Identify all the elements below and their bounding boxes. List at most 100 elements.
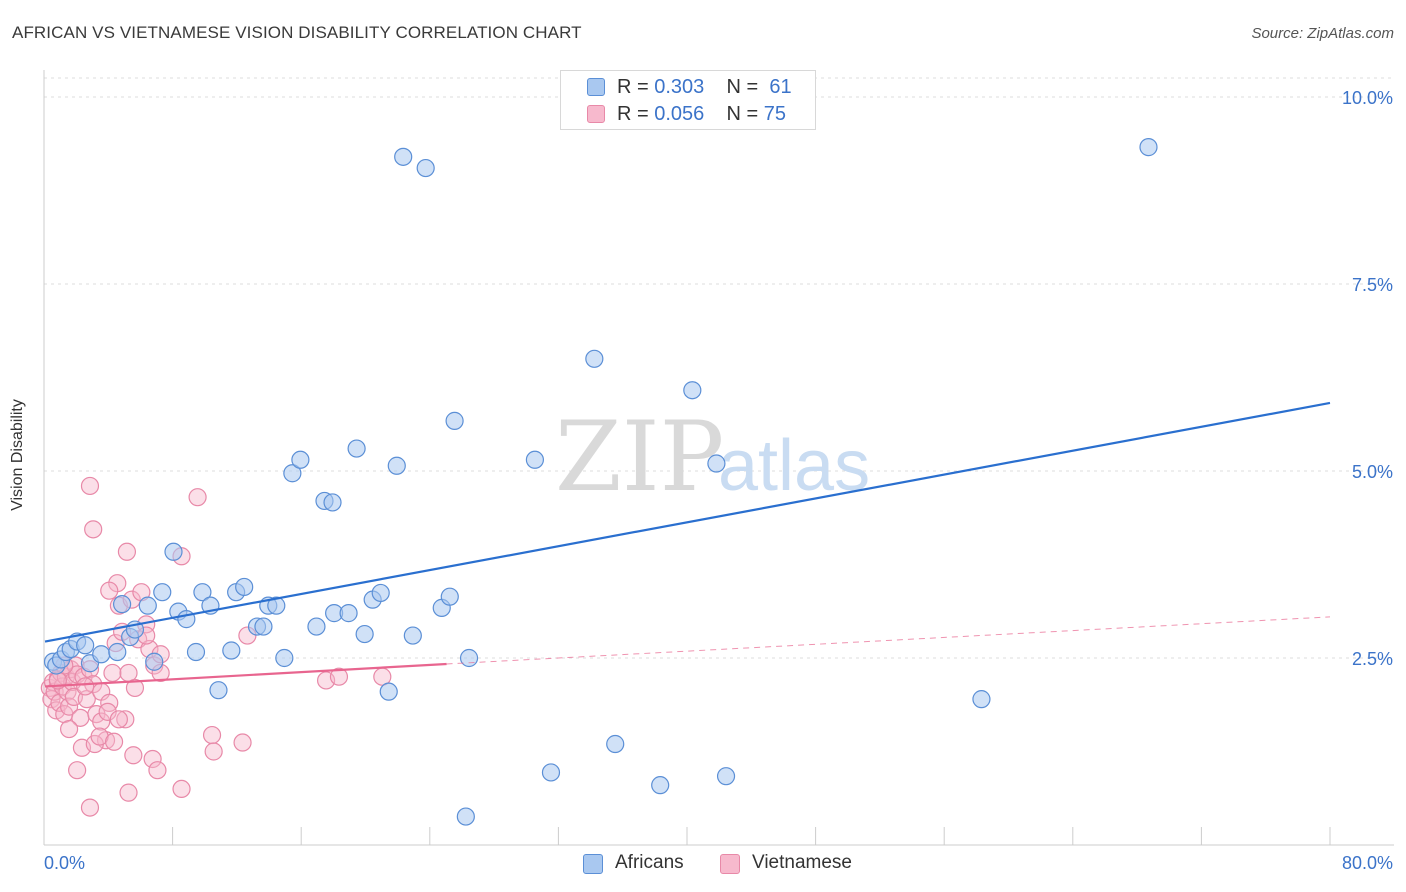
n-value: 75 bbox=[763, 102, 787, 125]
r-value: 0.056 bbox=[654, 102, 705, 125]
series-legend: Africans Vietnamese bbox=[0, 852, 1406, 878]
vietnamese-point bbox=[68, 761, 87, 780]
africans-point bbox=[235, 577, 254, 597]
watermark-atlas: atlas bbox=[718, 426, 870, 506]
africans-legend-swatch bbox=[583, 854, 603, 874]
africans-point bbox=[323, 493, 342, 512]
correlation-legend: R = 0.303 N = 61 R = 0.056 N = 75 bbox=[560, 70, 816, 130]
x-tick-label: 80.0% bbox=[1342, 853, 1393, 873]
r-value: 0.303 bbox=[654, 75, 705, 98]
africans-points bbox=[43, 138, 1158, 826]
africans-point bbox=[606, 734, 625, 754]
vietnamese-point bbox=[80, 798, 100, 817]
africans-point bbox=[108, 642, 127, 662]
africans-trend-line bbox=[44, 401, 1331, 643]
vietnamese-point bbox=[80, 476, 100, 496]
africans-point bbox=[222, 641, 241, 660]
africans-point bbox=[716, 767, 736, 786]
africans-point bbox=[355, 624, 374, 644]
africans-point bbox=[972, 690, 991, 709]
africans-point bbox=[416, 158, 435, 178]
africans-point bbox=[1139, 138, 1158, 157]
africans-point bbox=[153, 583, 172, 602]
africans-point bbox=[440, 587, 459, 606]
n-label: N = bbox=[726, 102, 764, 125]
x-tick-label: 0.0% bbox=[44, 853, 85, 873]
chart-title: AFRICAN VS VIETNAMESE VISION DISABILITY … bbox=[12, 23, 582, 42]
africans-point bbox=[347, 439, 366, 458]
africans-point bbox=[371, 583, 390, 603]
vietnamese-point bbox=[100, 693, 119, 712]
vietnamese-point bbox=[202, 725, 222, 745]
vietnamese-swatch bbox=[587, 105, 605, 123]
vietnamese-point bbox=[204, 742, 223, 761]
vietnamese-point bbox=[104, 732, 124, 751]
africans-point bbox=[387, 456, 406, 475]
africans-point bbox=[138, 596, 157, 615]
y-tick-label: 5.0% bbox=[1352, 462, 1393, 482]
africans-point bbox=[379, 682, 398, 701]
r-label: R = bbox=[617, 75, 655, 98]
africans-point bbox=[307, 617, 326, 636]
vietnamese-point bbox=[103, 663, 122, 683]
africans-point bbox=[651, 776, 670, 795]
africans-point bbox=[445, 411, 464, 430]
vietnamese-point bbox=[188, 488, 207, 507]
vietnamese-legend-swatch bbox=[720, 854, 740, 874]
africans-point bbox=[291, 450, 310, 469]
vietnamese-point bbox=[116, 710, 135, 729]
africans-swatch bbox=[587, 78, 605, 96]
vietnamese-point bbox=[125, 678, 145, 698]
africans-point bbox=[459, 648, 479, 668]
vietnamese-point bbox=[109, 710, 128, 729]
y-tick-label: 10.0% bbox=[1342, 88, 1393, 108]
vietnamese-point bbox=[143, 749, 162, 769]
africans-point bbox=[394, 147, 413, 166]
vietnamese-point bbox=[119, 783, 138, 802]
africans-point bbox=[186, 642, 206, 662]
vietnamese-point bbox=[59, 697, 79, 716]
africans-point bbox=[145, 652, 164, 671]
africans-point bbox=[403, 626, 422, 645]
vietnamese-point bbox=[117, 542, 137, 561]
watermark-zip: ZIP bbox=[555, 401, 724, 513]
vietnamese-point bbox=[233, 733, 252, 752]
n-value: 61 bbox=[769, 75, 792, 98]
africans-point bbox=[112, 595, 132, 614]
vietnamese-point bbox=[100, 581, 119, 600]
source-label: Source: ZipAtlas.com bbox=[1251, 25, 1394, 42]
vietnamese-point bbox=[59, 719, 79, 739]
vietnamese-point bbox=[92, 712, 111, 731]
africans-point bbox=[254, 617, 273, 636]
grid-lines bbox=[44, 77, 1394, 659]
legend-text-africans: R = 0.303 N = 61 bbox=[617, 76, 792, 99]
africans-point bbox=[707, 454, 726, 473]
africans-point bbox=[456, 807, 475, 826]
africans-point bbox=[76, 636, 95, 655]
trend-lines bbox=[44, 401, 1331, 688]
vietnamese-point bbox=[148, 761, 167, 780]
y-tick-label: 7.5% bbox=[1352, 275, 1393, 295]
vietnamese-points bbox=[40, 476, 392, 817]
africans-point bbox=[193, 583, 212, 602]
vietnamese-point bbox=[76, 677, 95, 696]
africans-point bbox=[92, 645, 111, 664]
africans-point bbox=[267, 596, 286, 615]
africans-point bbox=[525, 450, 545, 469]
vietnamese-point bbox=[329, 667, 349, 686]
y-axis-label: Vision Disability bbox=[9, 399, 26, 511]
y-tick-label: 2.5% bbox=[1352, 649, 1393, 669]
n-label: N = bbox=[726, 75, 764, 98]
africans-point bbox=[683, 381, 702, 400]
tick-labels: 2.5% 5.0% 7.5% 10.0% 0.0% 80.0% bbox=[44, 88, 1393, 873]
africans-point bbox=[164, 542, 183, 561]
vietnamese-point bbox=[172, 779, 191, 799]
vietnamese-point bbox=[124, 746, 143, 765]
africans-point bbox=[339, 604, 358, 623]
africans-point bbox=[283, 464, 302, 483]
africans-legend-label: Africans bbox=[615, 852, 684, 873]
vietnamese-legend-label: Vietnamese bbox=[752, 852, 852, 873]
africans-point bbox=[541, 763, 561, 782]
r-label: R = bbox=[617, 102, 655, 125]
